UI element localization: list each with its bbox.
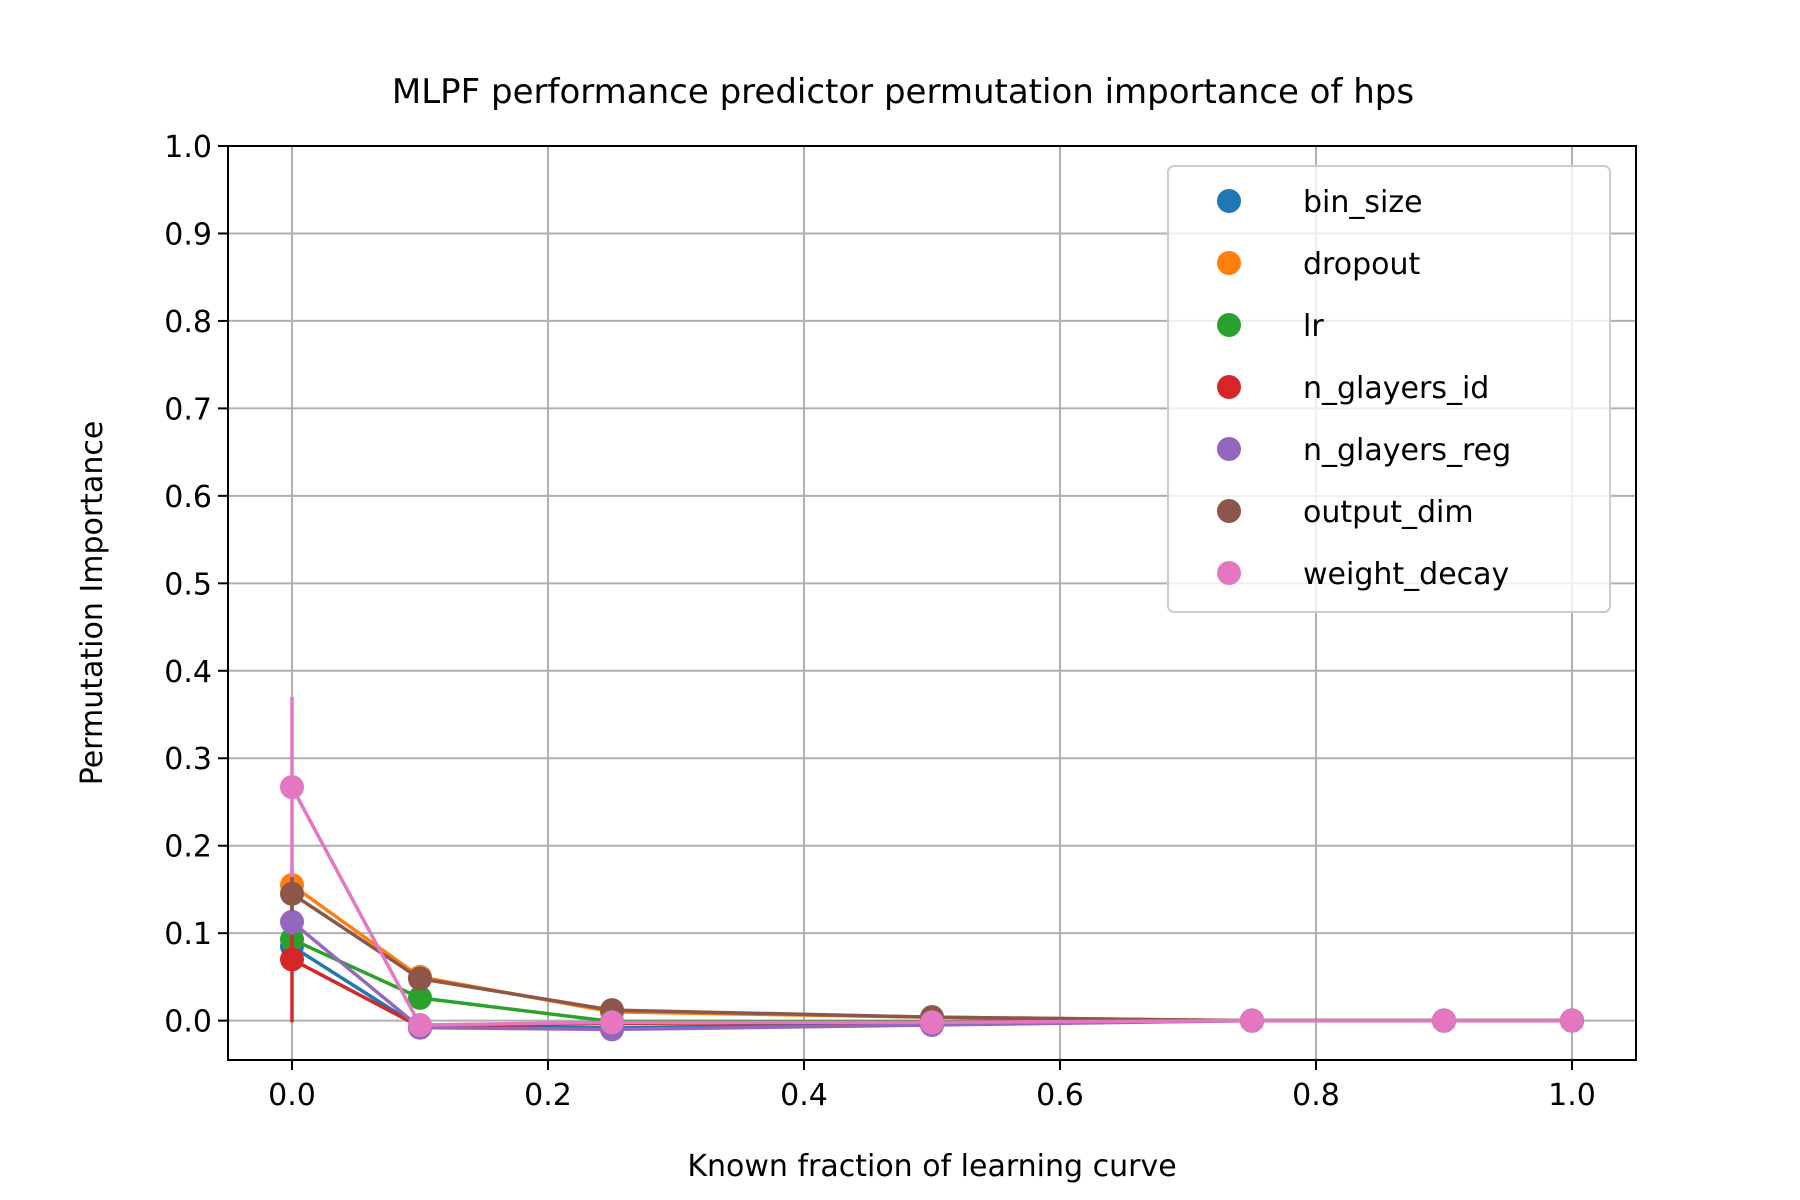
data-point (1432, 1008, 1456, 1033)
plot-frame (227, 145, 1637, 1061)
x-tick-label: 0.0 (268, 1078, 316, 1113)
data-point (280, 909, 304, 934)
chart-title: MLPF performance predictor permutation i… (392, 72, 1414, 112)
data-point (408, 1013, 432, 1038)
series-weight_decay (280, 697, 1584, 1038)
x-tick-label: 0.2 (524, 1078, 572, 1113)
x-tick-label: 0.6 (1036, 1078, 1084, 1113)
y-axis-label: Permutation Importance (75, 421, 110, 786)
data-point (280, 775, 304, 800)
y-tick-label: 0.9 (164, 217, 212, 252)
data-point (408, 966, 432, 991)
legend-marker-n_glayers_id (1217, 375, 1241, 399)
x-tick-label: 0.8 (1292, 1078, 1340, 1113)
data-point (280, 881, 304, 906)
y-tick-label: 0.1 (164, 917, 212, 952)
y-tick-label: 0.7 (164, 392, 212, 427)
legend-marker-dropout (1217, 251, 1241, 275)
y-tick-label: 0.0 (164, 1005, 212, 1040)
legend-label: n_glayers_reg (1303, 433, 1511, 468)
y-tick-label: 0.4 (164, 655, 212, 690)
legend-label: bin_size (1303, 185, 1423, 220)
legend-label: n_glayers_id (1303, 371, 1489, 406)
grid (228, 145, 1636, 1060)
legend-label: dropout (1303, 247, 1420, 282)
y-tick-label: 1.0 (164, 130, 212, 165)
legend-label: lr (1303, 309, 1324, 344)
legend-label: weight_decay (1303, 557, 1509, 592)
data-point (408, 985, 432, 1010)
x-tick-label: 0.4 (780, 1078, 828, 1113)
y-tick-label: 0.5 (164, 567, 212, 602)
y-tick-label: 0.2 (164, 830, 212, 865)
y-tick-label: 0.6 (164, 480, 212, 515)
legend-marker-n_glayers_reg (1217, 437, 1241, 461)
plot-area (280, 697, 1584, 1042)
data-point (280, 947, 304, 972)
legend-marker-output_dim (1217, 499, 1241, 523)
x-tick-label: 1.0 (1548, 1078, 1596, 1113)
legend-marker-lr (1217, 313, 1241, 337)
legend-marker-bin_size (1217, 189, 1241, 213)
legend-marker-weight_decay (1217, 561, 1241, 585)
legend-box (1167, 165, 1611, 613)
data-point (600, 1010, 624, 1035)
y-tick-label: 0.3 (164, 742, 212, 777)
axis-ticks: 0.0 0.2 0.4 0.6 0.8 1.0 0.0 0.1 0.2 0.3 0.4 0.5 0.6 0… (164, 130, 1596, 1113)
data-point (1560, 1008, 1584, 1033)
y-tick-label: 0.8 (164, 305, 212, 340)
data-point (1240, 1008, 1264, 1033)
data-point (920, 1010, 944, 1035)
x-axis-label: Known fraction of learning curve (687, 1149, 1176, 1184)
legend-label: output_dim (1303, 495, 1474, 530)
